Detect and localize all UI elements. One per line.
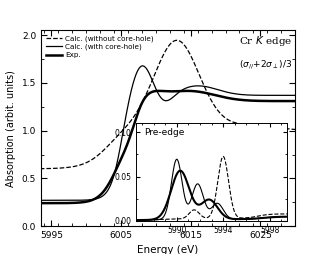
Calc. (with core-hole) <box>140 64 144 67</box>
Exp. <box>190 89 194 92</box>
Exp. <box>185 89 189 92</box>
Exp. <box>236 98 240 101</box>
Line: Calc. (with core-hole): Calc. (with core-hole) <box>37 66 302 212</box>
Text: Pre-edge: Pre-edge <box>144 128 184 137</box>
Exp. <box>52 202 56 205</box>
Calc. (without core-hole) <box>300 171 304 174</box>
Calc. (without core-hole) <box>196 71 200 74</box>
Calc. (without core-hole) <box>264 125 268 128</box>
Calc. (without core-hole) <box>175 39 179 42</box>
Calc. (with core-hole) <box>236 93 240 96</box>
Calc. (with core-hole) <box>204 85 208 88</box>
Line: Calc. (without core-hole): Calc. (without core-hole) <box>37 40 302 194</box>
Exp. <box>264 100 268 103</box>
Calc. (without core-hole) <box>35 193 39 196</box>
Text: Cr $K$ edge: Cr $K$ edge <box>239 34 293 49</box>
Calc. (with core-hole) <box>264 94 268 97</box>
Text: ($\sigma_{//}$+2$\sigma_{\perp}$)/3: ($\sigma_{//}$+2$\sigma_{\perp}$)/3 <box>239 58 293 71</box>
Exp. <box>196 90 200 93</box>
Calc. (with core-hole) <box>196 84 200 87</box>
X-axis label: Energy (eV): Energy (eV) <box>137 245 199 254</box>
Legend: Calc. (without core-hole), Calc. (with core-hole), Exp.: Calc. (without core-hole), Calc. (with c… <box>45 34 155 60</box>
Calc. (without core-hole) <box>236 122 240 125</box>
Calc. (with core-hole) <box>300 152 304 155</box>
Calc. (without core-hole) <box>190 56 194 59</box>
Line: Exp.: Exp. <box>37 91 302 214</box>
Calc. (with core-hole) <box>52 199 56 202</box>
Exp. <box>300 156 304 160</box>
Calc. (without core-hole) <box>52 167 56 170</box>
Calc. (with core-hole) <box>35 210 39 213</box>
Calc. (without core-hole) <box>204 89 208 92</box>
Calc. (with core-hole) <box>190 85 194 88</box>
Exp. <box>204 92 208 95</box>
Y-axis label: Absorption (arbit. units): Absorption (arbit. units) <box>6 70 16 187</box>
Exp. <box>35 212 39 215</box>
